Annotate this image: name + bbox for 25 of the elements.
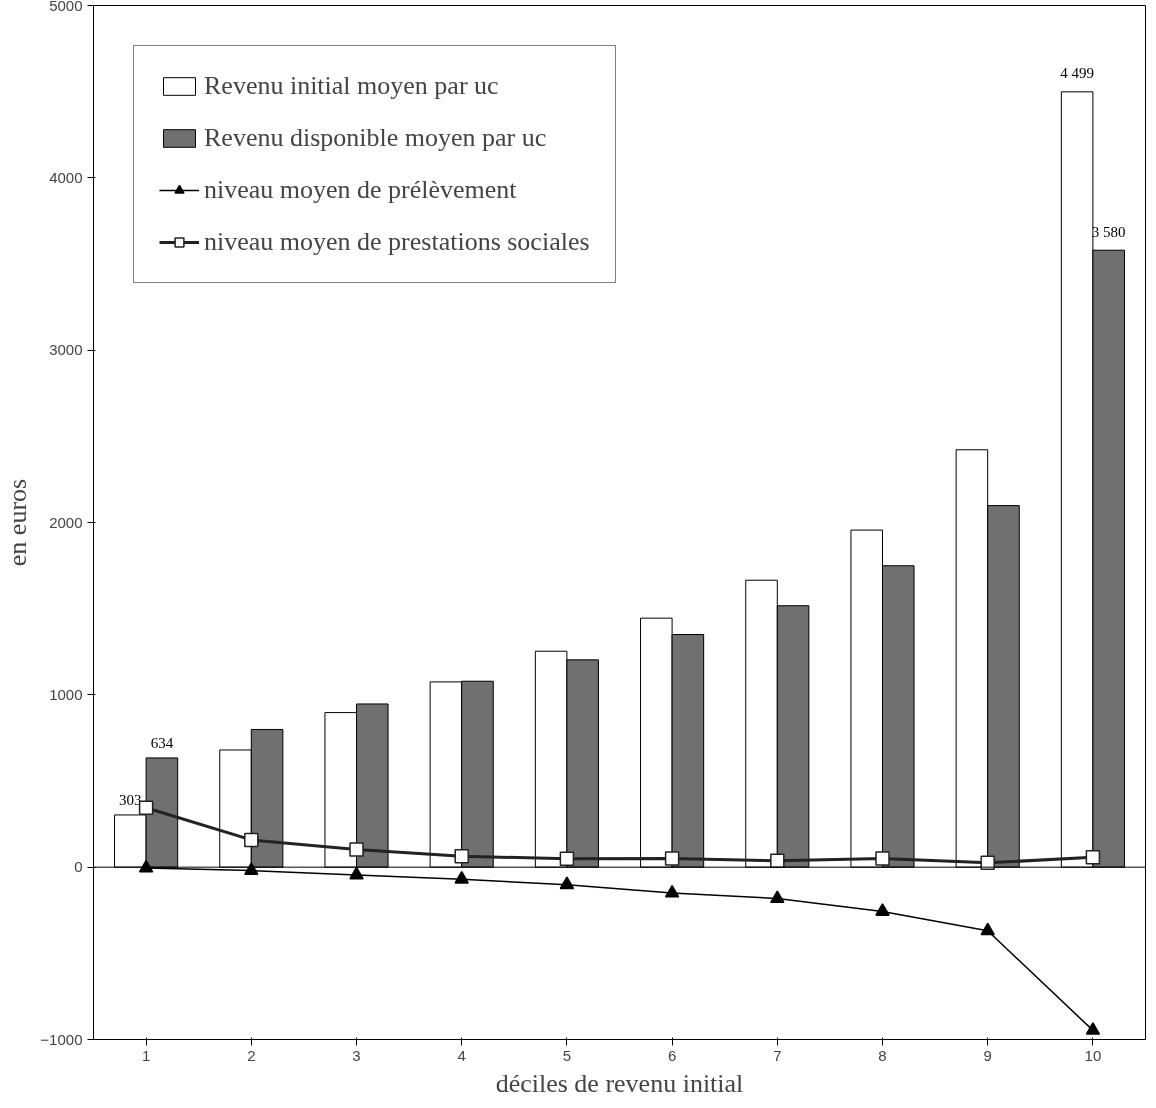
x-tick-label: 7: [773, 1046, 782, 1064]
x-tick-label: 10: [1084, 1046, 1102, 1064]
x-tick-label: 2: [247, 1046, 256, 1064]
x-tick-label: 6: [667, 1046, 677, 1064]
y-tick-label: 3000: [49, 341, 83, 359]
legend-label: Revenu disponible moyen par uc: [204, 123, 547, 153]
y-tick-label: 4000: [49, 168, 83, 186]
legend-label: niveau moyen de prélèvement: [204, 175, 517, 205]
y-tick-label: 1000: [49, 685, 83, 703]
legend-label: Revenu initial moyen par uc: [204, 71, 499, 101]
x-tick-label: 8: [878, 1046, 887, 1064]
legend-label: niveau moyen de prestations sociales: [204, 227, 590, 257]
x-tick-label: 5: [562, 1046, 572, 1064]
x-tick-label: 9: [983, 1046, 992, 1064]
y-tick-label: 0: [74, 858, 83, 876]
x-axis-title: déciles de revenu initial: [495, 1068, 744, 1098]
x-tick-label: 3: [352, 1046, 361, 1064]
data-label: 634: [150, 734, 174, 751]
x-tick-label: 4: [457, 1046, 466, 1064]
data-label: 4 499: [1060, 65, 1094, 82]
x-tick-label: 1: [141, 1046, 151, 1064]
y-tick-label: −1000: [40, 1030, 83, 1048]
y-tick-label: 2000: [49, 513, 83, 531]
y-axis-title: en euros: [3, 478, 33, 567]
y-tick-label: 5000: [49, 0, 83, 14]
